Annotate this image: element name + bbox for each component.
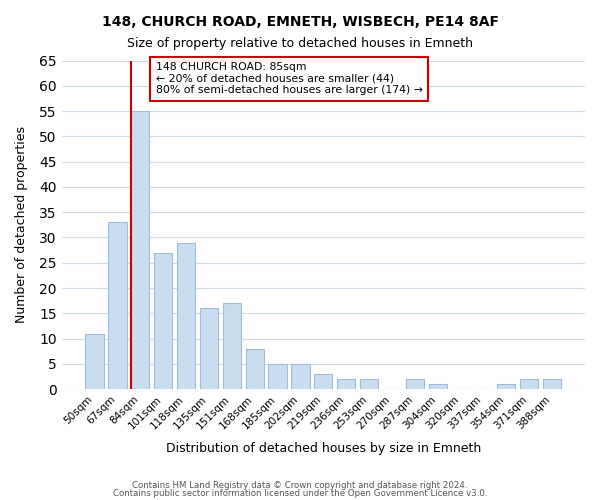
Bar xyxy=(245,348,264,389)
Bar xyxy=(108,222,127,389)
Text: Contains HM Land Registry data © Crown copyright and database right 2024.: Contains HM Land Registry data © Crown c… xyxy=(132,481,468,490)
Bar xyxy=(314,374,332,389)
Bar xyxy=(85,334,104,389)
Bar xyxy=(406,379,424,389)
X-axis label: Distribution of detached houses by size in Emneth: Distribution of detached houses by size … xyxy=(166,442,481,455)
Text: 148, CHURCH ROAD, EMNETH, WISBECH, PE14 8AF: 148, CHURCH ROAD, EMNETH, WISBECH, PE14 … xyxy=(101,15,499,29)
Bar xyxy=(337,379,355,389)
Bar xyxy=(428,384,447,389)
Text: Size of property relative to detached houses in Emneth: Size of property relative to detached ho… xyxy=(127,38,473,51)
Bar xyxy=(131,111,149,389)
Text: Contains public sector information licensed under the Open Government Licence v3: Contains public sector information licen… xyxy=(113,488,487,498)
Bar xyxy=(360,379,378,389)
Bar xyxy=(177,242,195,389)
Y-axis label: Number of detached properties: Number of detached properties xyxy=(15,126,28,324)
Bar xyxy=(291,364,310,389)
Bar xyxy=(154,252,172,389)
Bar xyxy=(200,308,218,389)
Bar xyxy=(223,303,241,389)
Bar xyxy=(268,364,287,389)
Text: 148 CHURCH ROAD: 85sqm
← 20% of detached houses are smaller (44)
80% of semi-det: 148 CHURCH ROAD: 85sqm ← 20% of detached… xyxy=(156,62,422,96)
Bar xyxy=(543,379,561,389)
Bar xyxy=(520,379,538,389)
Bar xyxy=(497,384,515,389)
